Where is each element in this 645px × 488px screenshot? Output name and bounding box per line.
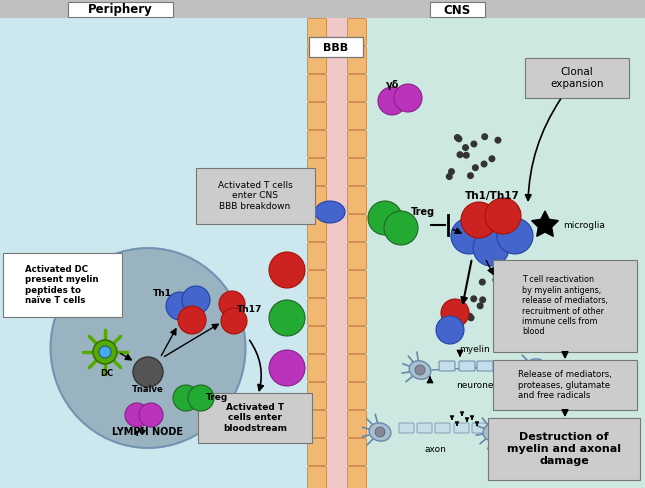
Circle shape xyxy=(530,363,540,373)
FancyBboxPatch shape xyxy=(348,46,366,74)
Circle shape xyxy=(468,315,474,321)
FancyBboxPatch shape xyxy=(488,418,640,480)
Text: Clonal
expansion: Clonal expansion xyxy=(550,67,604,89)
Circle shape xyxy=(441,299,469,327)
FancyBboxPatch shape xyxy=(399,423,414,433)
Text: Release of mediators,
proteases, glutamate
and free radicals: Release of mediators, proteases, glutama… xyxy=(518,370,612,400)
FancyBboxPatch shape xyxy=(525,58,629,98)
Circle shape xyxy=(457,152,462,158)
FancyBboxPatch shape xyxy=(348,439,366,466)
FancyBboxPatch shape xyxy=(348,354,366,382)
FancyBboxPatch shape xyxy=(348,383,366,409)
Circle shape xyxy=(497,218,533,254)
Circle shape xyxy=(493,277,499,283)
Circle shape xyxy=(178,306,206,334)
Text: DC: DC xyxy=(101,369,114,379)
Circle shape xyxy=(394,84,422,112)
FancyBboxPatch shape xyxy=(348,215,366,242)
Ellipse shape xyxy=(524,359,546,377)
Circle shape xyxy=(489,427,499,437)
Circle shape xyxy=(467,313,472,319)
FancyBboxPatch shape xyxy=(348,186,366,214)
Text: Activated T cells
enter CNS
BBB breakdown: Activated T cells enter CNS BBB breakdow… xyxy=(217,181,292,211)
Ellipse shape xyxy=(315,201,345,223)
Text: Th1: Th1 xyxy=(152,288,172,298)
Circle shape xyxy=(497,294,503,299)
Circle shape xyxy=(456,136,462,142)
Text: neurone: neurone xyxy=(456,381,494,389)
Circle shape xyxy=(125,403,149,427)
Circle shape xyxy=(485,198,521,234)
FancyBboxPatch shape xyxy=(198,393,312,443)
Text: Treg: Treg xyxy=(206,393,228,403)
FancyBboxPatch shape xyxy=(454,423,469,433)
Circle shape xyxy=(166,292,194,320)
FancyBboxPatch shape xyxy=(348,410,366,438)
Text: Activated T
cells enter
bloodstream: Activated T cells enter bloodstream xyxy=(223,403,287,433)
FancyBboxPatch shape xyxy=(308,383,326,409)
Circle shape xyxy=(462,145,468,150)
Text: Treg: Treg xyxy=(411,207,435,217)
Text: Th1/Th17: Th1/Th17 xyxy=(464,191,519,201)
Circle shape xyxy=(449,169,454,174)
Circle shape xyxy=(455,135,460,140)
FancyBboxPatch shape xyxy=(308,19,326,45)
Text: microglia: microglia xyxy=(563,221,605,229)
Text: γδ: γδ xyxy=(134,427,146,435)
Circle shape xyxy=(473,230,509,266)
Text: myelin: myelin xyxy=(460,346,490,354)
FancyBboxPatch shape xyxy=(308,299,326,325)
FancyBboxPatch shape xyxy=(348,467,366,488)
FancyBboxPatch shape xyxy=(308,467,326,488)
FancyBboxPatch shape xyxy=(308,439,326,466)
Text: CNS: CNS xyxy=(443,3,471,17)
Circle shape xyxy=(99,346,111,358)
FancyBboxPatch shape xyxy=(308,46,326,74)
Circle shape xyxy=(188,385,214,411)
FancyBboxPatch shape xyxy=(348,326,366,353)
Circle shape xyxy=(461,202,497,238)
FancyBboxPatch shape xyxy=(308,130,326,158)
Circle shape xyxy=(182,286,210,314)
Text: LYMPH NODE: LYMPH NODE xyxy=(112,427,183,437)
FancyBboxPatch shape xyxy=(308,75,326,102)
FancyBboxPatch shape xyxy=(68,2,173,17)
Text: Tnaive: Tnaive xyxy=(132,386,164,394)
Circle shape xyxy=(368,201,402,235)
FancyBboxPatch shape xyxy=(308,354,326,382)
Circle shape xyxy=(375,427,385,437)
Circle shape xyxy=(269,300,305,336)
Text: Th17: Th17 xyxy=(237,305,263,314)
Circle shape xyxy=(93,340,117,364)
Circle shape xyxy=(479,279,485,285)
FancyBboxPatch shape xyxy=(308,159,326,185)
Circle shape xyxy=(269,350,305,386)
Circle shape xyxy=(464,152,469,158)
FancyBboxPatch shape xyxy=(348,102,366,129)
Circle shape xyxy=(219,291,245,317)
Text: Periphery: Periphery xyxy=(88,3,152,17)
FancyBboxPatch shape xyxy=(308,102,326,129)
FancyBboxPatch shape xyxy=(477,361,493,371)
FancyBboxPatch shape xyxy=(309,37,363,57)
Circle shape xyxy=(269,252,305,288)
Circle shape xyxy=(415,365,425,375)
FancyBboxPatch shape xyxy=(308,18,363,488)
FancyBboxPatch shape xyxy=(308,215,326,242)
FancyBboxPatch shape xyxy=(417,423,432,433)
FancyBboxPatch shape xyxy=(360,18,645,488)
Circle shape xyxy=(173,385,199,411)
Circle shape xyxy=(221,308,247,334)
Circle shape xyxy=(495,138,501,143)
Circle shape xyxy=(480,297,486,303)
FancyBboxPatch shape xyxy=(430,2,485,17)
Text: BBB: BBB xyxy=(323,43,348,53)
Circle shape xyxy=(494,283,499,288)
FancyBboxPatch shape xyxy=(348,299,366,325)
Circle shape xyxy=(378,87,406,115)
FancyBboxPatch shape xyxy=(196,168,315,224)
Circle shape xyxy=(436,316,464,344)
FancyBboxPatch shape xyxy=(308,410,326,438)
Circle shape xyxy=(471,141,477,147)
